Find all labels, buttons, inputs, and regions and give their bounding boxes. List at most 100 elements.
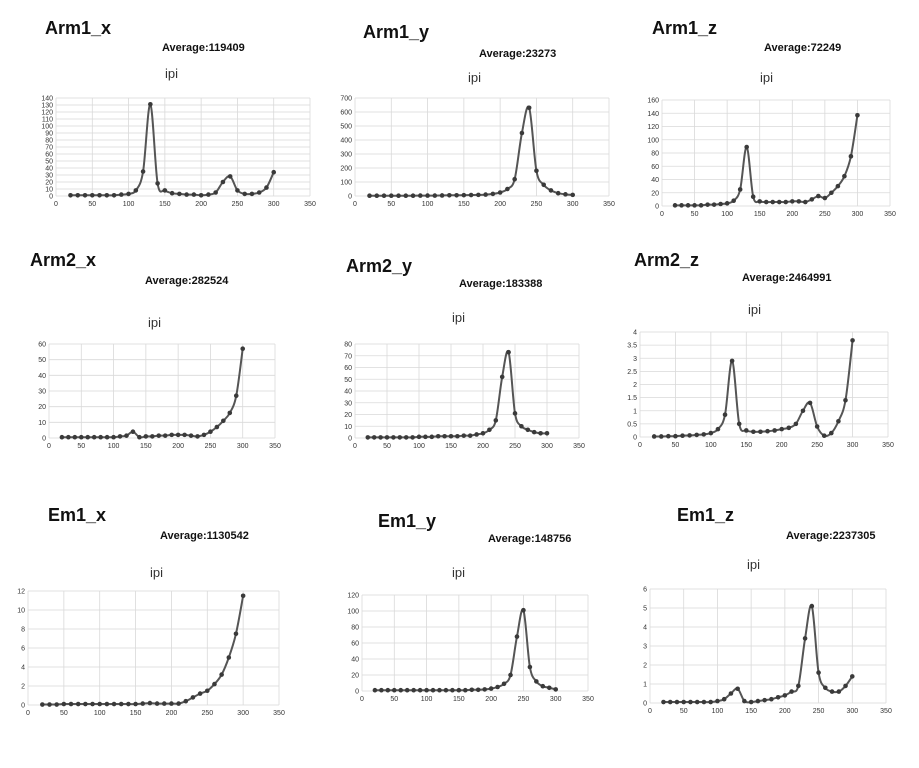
y-tick-label: 20: [45, 180, 53, 187]
data-point: [715, 698, 720, 704]
average-annotation: Average:282524: [145, 275, 229, 287]
gridlines: [354, 343, 580, 439]
x-tick-label: 0: [54, 201, 58, 208]
data-point: [843, 397, 848, 403]
series-line: [42, 595, 245, 706]
data-point: [111, 193, 117, 198]
data-point: [147, 700, 153, 706]
y-tick-label: 100: [347, 609, 359, 616]
x-tick-label: 0: [660, 211, 664, 218]
x-tick-label: 350: [273, 710, 285, 717]
data-point: [724, 201, 730, 206]
data-point: [718, 201, 723, 207]
y-tick-label: 50: [45, 159, 53, 166]
data-point: [271, 169, 277, 175]
x-tick-label: 250: [813, 708, 825, 715]
x-tick-label: 350: [603, 201, 615, 208]
data-point: [722, 412, 728, 417]
data-point: [111, 434, 116, 440]
x-tick-label: 150: [740, 442, 752, 449]
data-point: [541, 182, 546, 188]
data-point: [855, 112, 860, 118]
data-point: [843, 683, 848, 689]
data-point: [729, 358, 735, 364]
y-tick-label: 20: [38, 404, 46, 411]
x-tick-label: 50: [691, 211, 699, 218]
x-tick-label: 100: [94, 710, 106, 717]
data-point: [779, 426, 785, 432]
data-point: [82, 193, 88, 198]
data-point: [59, 434, 65, 440]
y-tick-label: 300: [340, 152, 352, 159]
y-tick-label: 10: [344, 424, 352, 431]
data-point: [404, 687, 410, 693]
data-point: [68, 193, 73, 198]
x-tick-label: 100: [413, 443, 425, 450]
y-tick-label: 0: [355, 689, 359, 696]
data-point: [772, 428, 777, 433]
y-tick-label: 110: [42, 117, 53, 124]
data-point: [742, 698, 747, 704]
x-tick-label: 350: [582, 696, 594, 703]
x-tick-label: 150: [745, 708, 757, 715]
chart-panel: Arm1_x Average:119409 ipi 0 10 20 30 40 50 60 70 80…: [0, 0, 316, 256]
data-point: [213, 190, 218, 195]
data-point: [226, 655, 232, 660]
data-point: [191, 192, 197, 197]
data-point: [169, 432, 174, 438]
data-point: [371, 435, 377, 440]
x-tick-label: 50: [383, 443, 391, 450]
data-point: [197, 691, 203, 696]
y-tick-label: 20: [351, 673, 359, 680]
data-point: [256, 190, 262, 195]
x-tick-label: 350: [884, 211, 896, 218]
data-point: [809, 197, 815, 202]
data-point: [514, 634, 520, 639]
data-point: [743, 428, 749, 433]
data-point: [483, 192, 488, 197]
chart-panel: Arm1_z Average:72249 ipi 0 20 40 60 80 100 120 140…: [612, 0, 918, 256]
data-point: [487, 427, 492, 433]
data-point: [563, 192, 568, 197]
chart-panel: Arm2_y Average:183388 ipi 0 10 20 30 40 50 60 70 80…: [306, 250, 612, 506]
chart-panel: Em1_y Average:148756 ipi 0 20 40 60 80 100 120 0 50…: [306, 505, 612, 761]
data-point: [220, 179, 226, 185]
average-annotation: Average:119409: [162, 42, 245, 54]
data-point: [448, 433, 454, 439]
data-point: [829, 190, 834, 196]
data-point: [162, 433, 168, 438]
data-point: [821, 433, 827, 438]
chart-subtitle: ipi: [748, 302, 762, 317]
x-tick-label: 350: [880, 708, 892, 715]
data-point: [450, 687, 455, 693]
data-point: [822, 195, 828, 201]
y-tick-label: 100: [41, 124, 53, 131]
data-point: [83, 701, 88, 707]
data-point: [692, 203, 697, 208]
y-tick-label: 700: [340, 96, 352, 103]
data-point: [54, 702, 59, 707]
chart-subtitle: ipi: [760, 70, 774, 85]
data-point: [410, 193, 416, 199]
data-point: [47, 702, 52, 707]
y-tick-label: 0: [633, 435, 637, 442]
x-tick-label: 150: [445, 443, 457, 450]
data-point: [512, 176, 517, 182]
y-tick-label: 80: [351, 625, 359, 632]
chart-panel: Em1_z Average:2237305 ipi 0 1 2 3 4 5 6 0 50 100 150 2…: [612, 505, 918, 761]
data-point: [521, 607, 526, 613]
data-point: [786, 425, 792, 431]
y-tick-label: 6: [643, 587, 647, 594]
y-tick-label: 2: [21, 684, 25, 691]
data-point: [538, 431, 543, 436]
y-tick-label: 0: [348, 436, 352, 443]
data-point: [190, 695, 196, 700]
data-point: [391, 687, 397, 693]
data-point: [488, 686, 494, 691]
y-tick-label: 400: [340, 138, 352, 145]
data-point: [72, 434, 78, 440]
data-point: [403, 435, 409, 440]
data-point: [456, 687, 462, 693]
data-point: [687, 433, 692, 438]
x-tick-label: 100: [123, 201, 135, 208]
